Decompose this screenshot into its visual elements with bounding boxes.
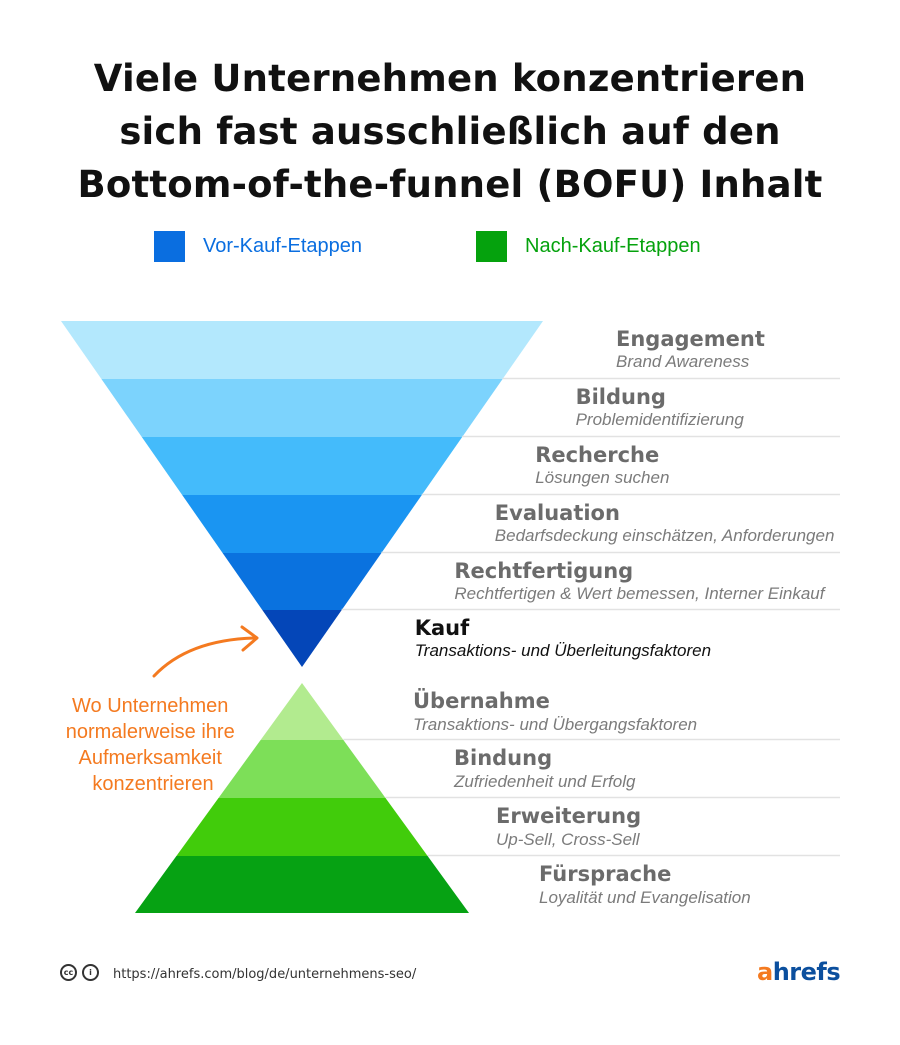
- attribution-icon: i: [82, 964, 99, 981]
- funnel-segment: [101, 379, 503, 437]
- ahrefs-logo: ahrefs: [757, 958, 841, 986]
- title-line-3: Bottom-of-the-funnel (BOFU) Inhalt: [77, 163, 823, 206]
- stage-title: Rechtfertigung: [454, 559, 633, 583]
- title-line-2: sich fast ausschließlich auf den: [119, 110, 781, 153]
- pyramid-segment: [218, 740, 386, 798]
- logo-rest: hrefs: [772, 958, 841, 986]
- annotation-line: konzentrieren: [92, 773, 213, 795]
- stage-subtitle: Transaktions- und Übergangsfaktoren: [413, 715, 697, 734]
- license-icons: cc i: [60, 964, 99, 981]
- stage-title: Fürsprache: [539, 862, 671, 886]
- pyramid-segment: [176, 798, 428, 856]
- funnel-segment: [141, 437, 463, 495]
- pyramid: [135, 683, 840, 913]
- page-title: Viele Unternehmen konzentrieren sich fas…: [0, 52, 900, 211]
- stage-title: Kauf: [415, 616, 470, 640]
- stage-subtitle: Zufriedenheit und Erfolg: [453, 772, 636, 791]
- stage-title: Erweiterung: [496, 804, 641, 828]
- funnel: [61, 321, 840, 667]
- annotation-arrowhead: [240, 625, 259, 652]
- stage-subtitle: Transaktions- und Überleitungsfaktoren: [415, 641, 711, 660]
- pyramid-segment: [260, 683, 344, 740]
- stage-subtitle: Problemidentifizierung: [576, 410, 745, 429]
- funnel-segment: [182, 495, 422, 553]
- legend-label-post-purchase: Nach-Kauf-Etappen: [525, 234, 701, 257]
- stage-title: Evaluation: [495, 501, 620, 525]
- title-line-1: Viele Unternehmen konzentrieren: [93, 57, 807, 100]
- source-url: https://ahrefs.com/blog/de/unternehmens-…: [113, 967, 417, 982]
- funnel-segment: [262, 610, 342, 667]
- pyramid-segment: [135, 856, 469, 913]
- stage-subtitle: Brand Awareness: [616, 352, 750, 371]
- legend-swatch-pre-purchase: [154, 230, 185, 262]
- annotation-line: Wo Unternehmen: [72, 695, 228, 717]
- stage-subtitle: Lösungen suchen: [535, 468, 669, 487]
- stage-title: Bindung: [454, 746, 552, 770]
- stage-title: Übernahme: [413, 688, 550, 713]
- stage-title: Bildung: [576, 385, 666, 409]
- legend-swatch-post-purchase: [476, 230, 507, 262]
- stage-subtitle: Loyalität und Evangelisation: [539, 888, 751, 907]
- annotation-text: Wo Unternehmen normalerweise ihre Aufmer…: [66, 695, 241, 795]
- annotation-arrow: [152, 636, 256, 678]
- legend-label-pre-purchase: Vor-Kauf-Etappen: [203, 234, 362, 257]
- creative-commons-icon: cc: [60, 964, 77, 981]
- legend-item-post-purchase: Nach-Kauf-Etappen: [476, 230, 701, 262]
- stage-title: Recherche: [535, 443, 659, 467]
- stage-subtitle: Bedarfsdeckung einschätzen, Anforderunge…: [495, 526, 835, 545]
- logo-a: a: [757, 958, 773, 986]
- stage-subtitle: Up-Sell, Cross-Sell: [496, 830, 641, 849]
- annotation-line: Aufmerksamkeit: [79, 747, 223, 769]
- funnel-segment: [61, 321, 543, 379]
- annotation-line: normalerweise ihre: [66, 721, 235, 743]
- stage-subtitle: Rechtfertigen & Wert bemessen, Interner …: [454, 584, 826, 603]
- legend-item-pre-purchase: Vor-Kauf-Etappen: [154, 230, 362, 262]
- funnel-segment: [222, 553, 382, 610]
- annotation: Wo Unternehmen normalerweise ihre Aufmer…: [66, 625, 259, 795]
- stage-title: Engagement: [616, 327, 765, 351]
